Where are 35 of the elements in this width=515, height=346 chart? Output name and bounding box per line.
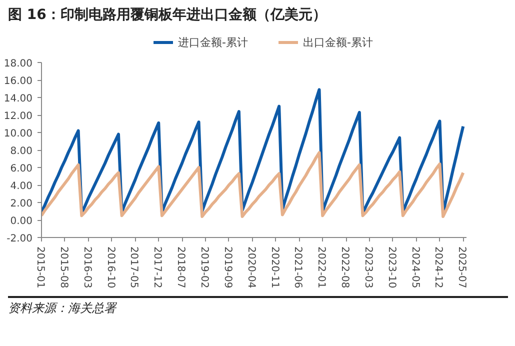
legend-label: 进口金额-累计 [178, 34, 248, 50]
y-tick-label: 14.00 [4, 94, 33, 104]
x-tick-label: 2019-09 [222, 246, 233, 288]
x-tick-label: 2025-07 [456, 246, 468, 288]
x-tick-label: 2022-01 [316, 246, 327, 288]
x-tick-label: 2023-03 [362, 246, 374, 288]
x-tick-label: 2020-11 [268, 246, 280, 288]
x-tick-label: 2018-07 [175, 246, 186, 288]
x-tick-label: 2024-12 [432, 246, 444, 288]
y-tick-label: 4.00 [10, 181, 32, 192]
x-tick-label: 2024-05 [409, 246, 420, 288]
y-tick-label: 2.00 [10, 198, 32, 210]
text: 资料来源：海关总署 [8, 300, 116, 317]
x-tick-label: 2023-10 [386, 246, 397, 288]
y-tick-label: 16.00 [4, 76, 33, 87]
chart-title: 图 16：印制电路用覆铜板年进出口金额（亿美元） [8, 6, 326, 25]
x-tick-label: 2020-04 [245, 246, 256, 288]
y-tick-label: 10.00 [4, 128, 33, 140]
legend-label: 出口金额-累计 [303, 34, 373, 50]
x-tick-label: 2016-10 [104, 246, 116, 288]
x-tick-label: 2016-03 [81, 246, 92, 288]
y-tick-label: 8.00 [10, 146, 32, 157]
x-tick-label: 2015-01 [34, 246, 46, 288]
y-tick-label: 12.00 [4, 111, 33, 122]
x-tick-label: 2022-08 [339, 246, 350, 288]
y-tick-label: 18.00 [4, 58, 33, 70]
x-tick-label: 2021-06 [292, 246, 304, 288]
x-tick-label: 2015-08 [58, 246, 69, 288]
line-series [42, 151, 465, 218]
x-tick-label: 2017-12 [152, 246, 163, 288]
x-tick-label: 2019-02 [198, 246, 210, 288]
y-tick-label: 6.00 [10, 164, 32, 174]
x-tick-label: 2017-05 [128, 246, 140, 288]
y-tick-label: 0.00 [10, 216, 32, 227]
y-tick-label: -2.00 [6, 234, 32, 244]
